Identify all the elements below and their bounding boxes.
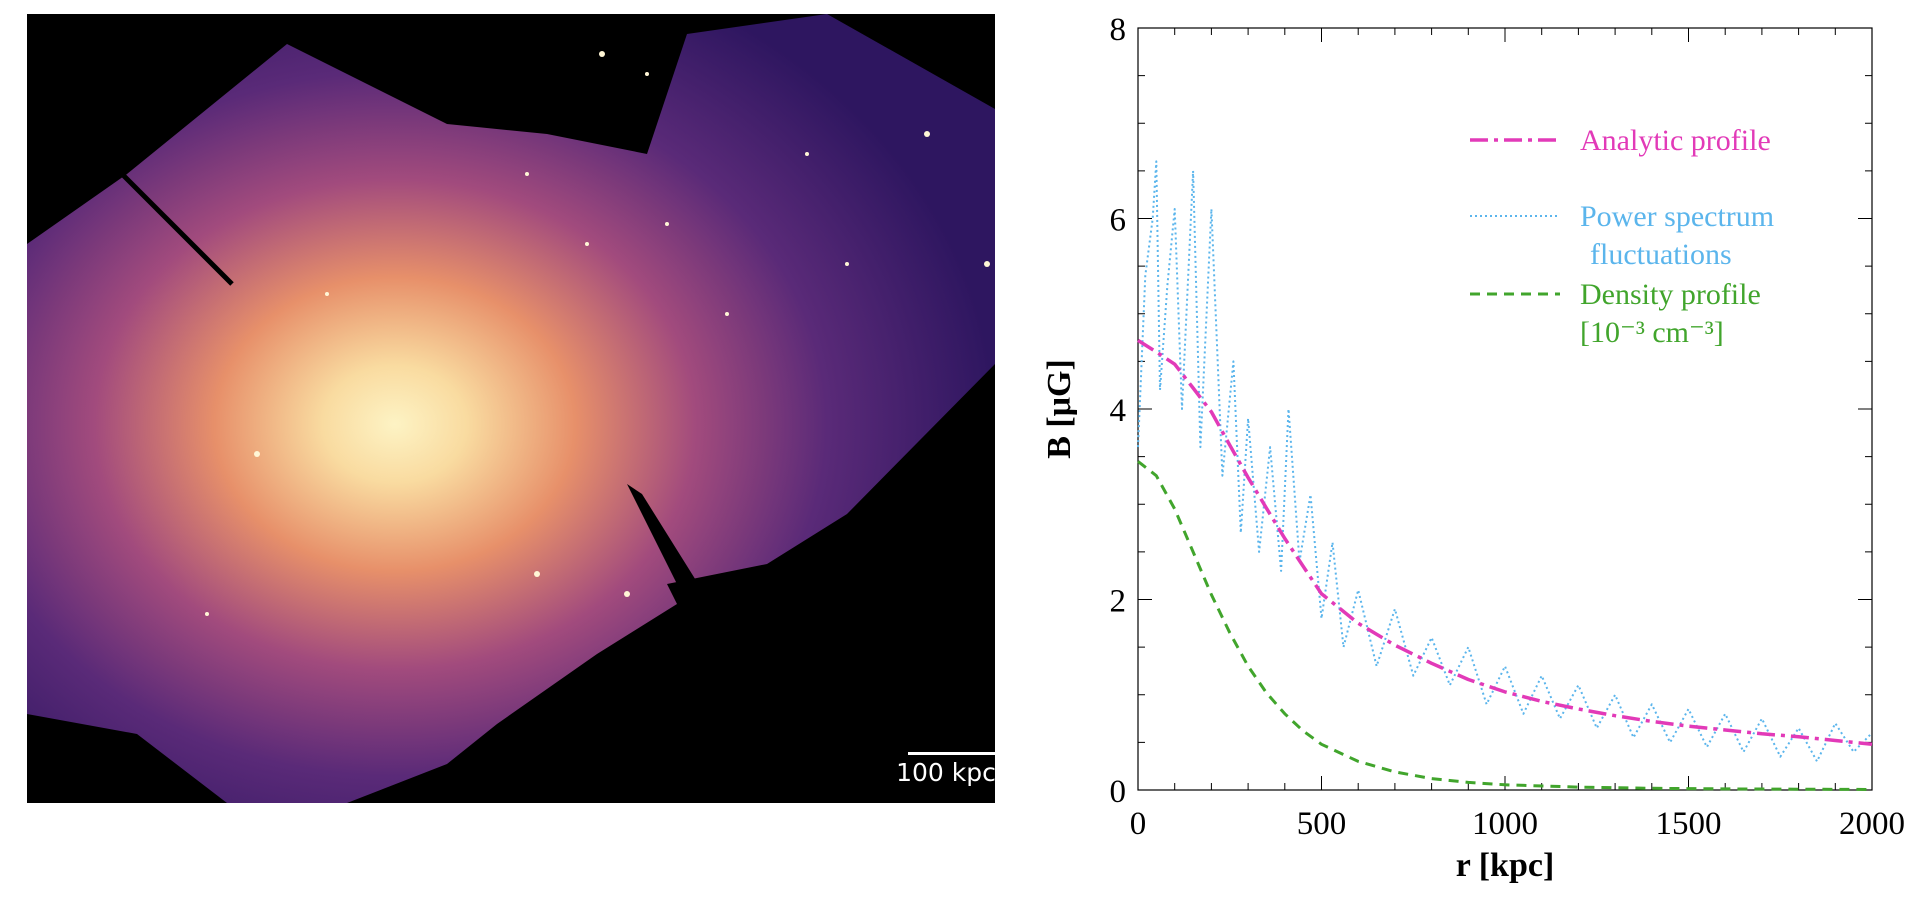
legend-label: [10⁻³ cm⁻³]	[1580, 316, 1724, 349]
y-tick-label: 4	[1110, 393, 1127, 429]
series-line	[1137, 338, 1873, 747]
x-tick-label: 2000	[1839, 806, 1905, 842]
xray-cluster-image	[27, 14, 995, 803]
x-tick-label: 1000	[1472, 806, 1538, 842]
x-axis-label: r [kpc]	[1456, 847, 1555, 884]
y-tick-label: 2	[1110, 584, 1127, 620]
scale-bar-label: 100 kpc	[896, 758, 996, 787]
legend-label: Analytic profile	[1580, 124, 1771, 157]
chart-svg: 0 500 1000 1500 2000 0 2 4 6 8 r [kpc] B [μG] Analyt…	[1041, 12, 1905, 884]
x-tick-label: 1500	[1656, 806, 1722, 842]
y-tick-label: 8	[1110, 12, 1127, 48]
xray-image-panel: 100 kpc	[27, 14, 1002, 803]
scale-bar	[908, 752, 1002, 755]
y-axis-label: B [μG]	[1041, 359, 1078, 459]
series-line	[1137, 460, 1873, 791]
y-tick-label: 6	[1110, 203, 1127, 239]
legend-label: fluctuations	[1590, 238, 1732, 271]
series-line	[1137, 160, 1873, 763]
legend-label: Density profile	[1580, 278, 1761, 311]
y-tick-label: 0	[1110, 774, 1127, 810]
x-tick-label: 0	[1130, 806, 1147, 842]
magnetic-field-plot: 0 500 1000 1500 2000 0 2 4 6 8 r [kpc] B [μG] Analyt…	[1040, 0, 1920, 900]
legend-label: Power spectrum	[1580, 200, 1774, 233]
x-tick-label: 500	[1297, 806, 1347, 842]
